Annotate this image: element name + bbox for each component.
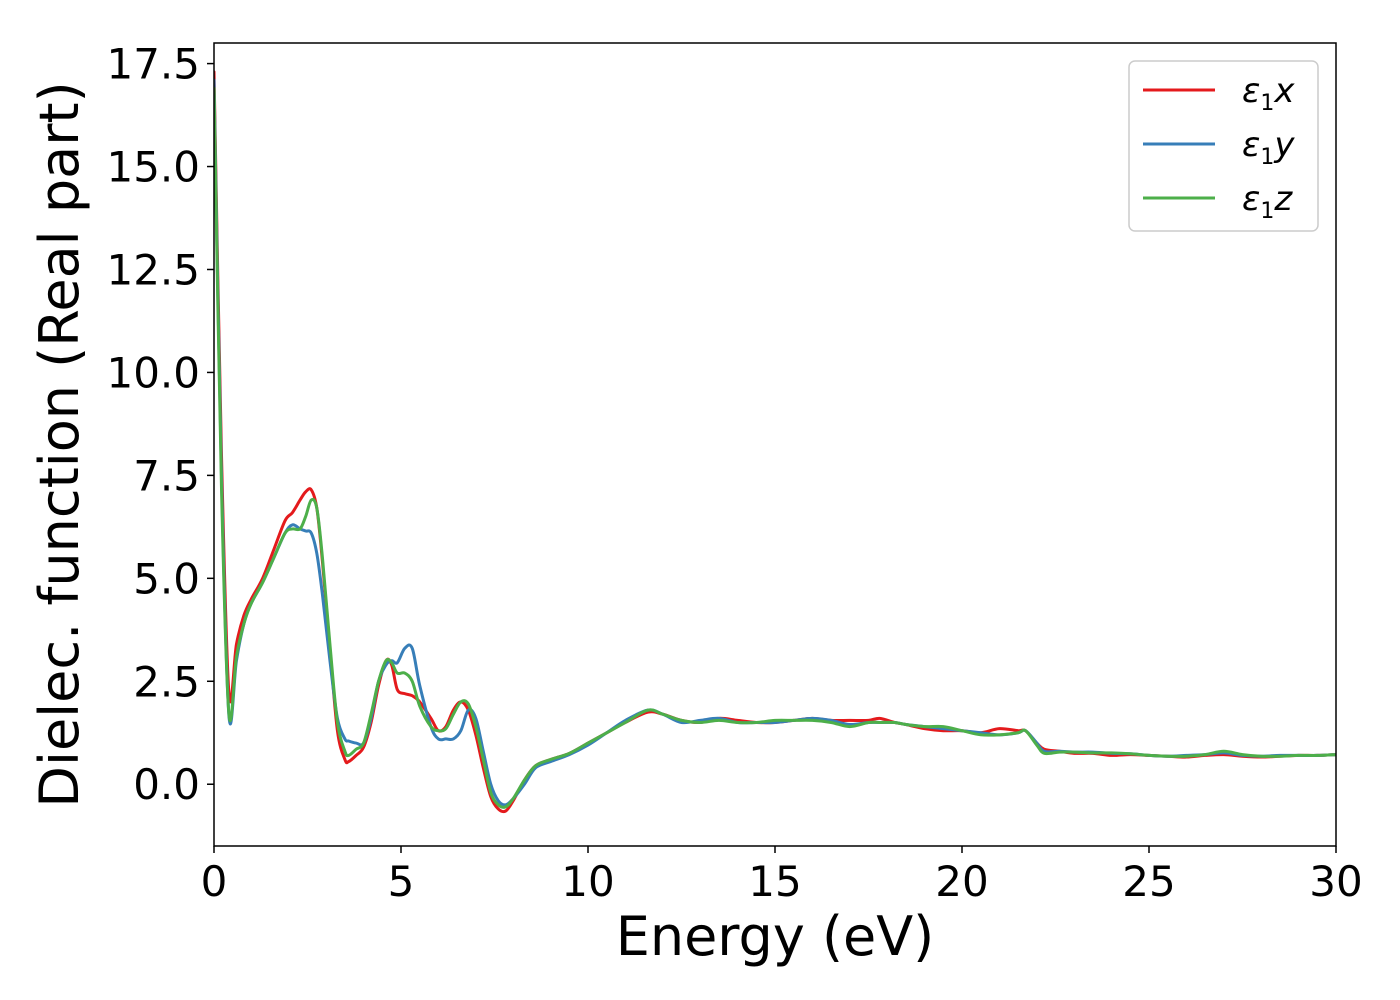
x-axis-title: Energy (eV) — [616, 905, 935, 968]
legend-label-z: ε1z — [1242, 179, 1293, 224]
y-tick-label: 17.5 — [106, 40, 200, 89]
x-tick-label: 30 — [1309, 857, 1362, 906]
y-tick-label: 5.0 — [133, 554, 200, 603]
x-tick-label: 20 — [935, 857, 988, 906]
legend: ε1x ε1y ε1z — [1128, 60, 1319, 232]
x-tick-label: 0 — [201, 857, 228, 906]
y-tick-label: 2.5 — [133, 657, 200, 706]
x-tick-label: 25 — [1122, 857, 1175, 906]
x-tick-label: 10 — [561, 857, 614, 906]
y-axis-title: Dielec. function (Real part) — [28, 81, 91, 807]
x-axis: 0 5 10 15 20 25 30 — [201, 846, 1363, 906]
series-line-z — [214, 86, 1336, 809]
series-layer — [214, 70, 1336, 814]
y-axis: 0.0 2.5 5.0 7.5 10.0 12.5 15.0 17.5 — [106, 40, 214, 809]
y-tick-label: 7.5 — [133, 451, 200, 500]
y-tick-label: 15.0 — [106, 143, 200, 192]
x-tick-label: 5 — [388, 857, 415, 906]
legend-box — [1128, 60, 1319, 232]
x-tick-label: 15 — [748, 857, 801, 906]
legend-label-x: ε1x — [1242, 71, 1295, 116]
y-tick-label: 12.5 — [106, 245, 200, 294]
y-tick-label: 10.0 — [106, 348, 200, 397]
y-tick-label: 0.0 — [133, 760, 200, 809]
legend-label-y: ε1y — [1242, 125, 1295, 170]
